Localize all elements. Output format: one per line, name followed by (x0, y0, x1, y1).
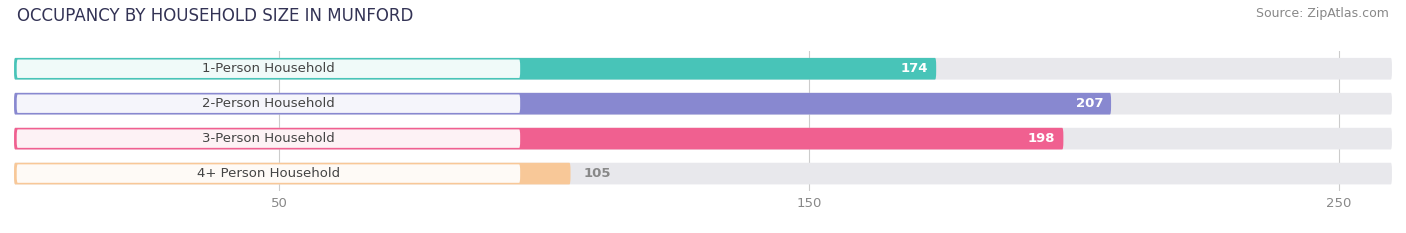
Text: 198: 198 (1028, 132, 1056, 145)
FancyBboxPatch shape (14, 58, 1392, 80)
Text: 3-Person Household: 3-Person Household (202, 132, 335, 145)
FancyBboxPatch shape (14, 128, 1392, 150)
Text: 207: 207 (1076, 97, 1104, 110)
Text: Source: ZipAtlas.com: Source: ZipAtlas.com (1256, 7, 1389, 20)
Text: OCCUPANCY BY HOUSEHOLD SIZE IN MUNFORD: OCCUPANCY BY HOUSEHOLD SIZE IN MUNFORD (17, 7, 413, 25)
FancyBboxPatch shape (14, 128, 1063, 150)
FancyBboxPatch shape (14, 163, 571, 185)
FancyBboxPatch shape (14, 93, 1392, 115)
FancyBboxPatch shape (14, 93, 1111, 115)
Text: 105: 105 (583, 167, 612, 180)
FancyBboxPatch shape (17, 129, 520, 148)
Text: 4+ Person Household: 4+ Person Household (197, 167, 340, 180)
FancyBboxPatch shape (17, 94, 520, 113)
Text: 2-Person Household: 2-Person Household (202, 97, 335, 110)
FancyBboxPatch shape (14, 58, 936, 80)
FancyBboxPatch shape (14, 163, 1392, 185)
FancyBboxPatch shape (17, 59, 520, 78)
Text: 174: 174 (901, 62, 928, 75)
Text: 1-Person Household: 1-Person Household (202, 62, 335, 75)
FancyBboxPatch shape (17, 164, 520, 183)
